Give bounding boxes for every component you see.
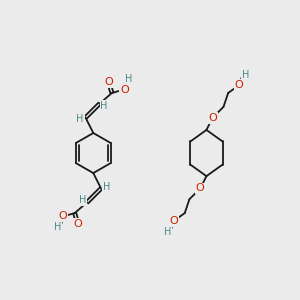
Text: O: O xyxy=(74,219,82,229)
Text: O: O xyxy=(58,211,67,221)
Text: H: H xyxy=(164,226,171,237)
Text: H: H xyxy=(103,182,110,192)
Text: H: H xyxy=(242,70,249,80)
Text: H: H xyxy=(76,114,84,124)
Text: H: H xyxy=(100,101,108,111)
Text: H: H xyxy=(125,74,133,84)
Text: O: O xyxy=(196,184,205,194)
Text: O: O xyxy=(104,77,113,87)
Text: O: O xyxy=(235,80,243,90)
Text: H: H xyxy=(54,222,61,232)
Text: O: O xyxy=(120,85,129,95)
Text: H: H xyxy=(79,195,86,205)
Text: O: O xyxy=(169,216,178,226)
Text: O: O xyxy=(208,112,217,123)
